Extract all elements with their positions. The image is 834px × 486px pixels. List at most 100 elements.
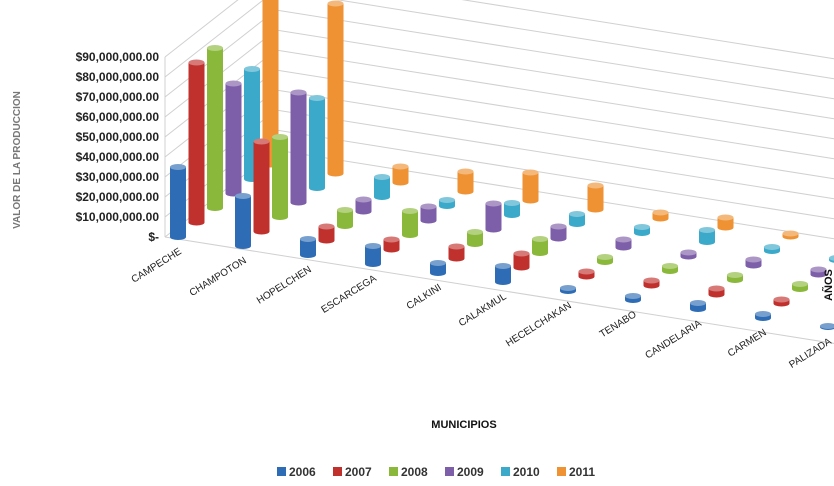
bar-top (485, 200, 502, 207)
bar (569, 211, 585, 227)
bar (727, 272, 743, 283)
bar-body (225, 83, 242, 197)
bar-top (383, 236, 400, 243)
bar-top (225, 80, 242, 87)
legend-entry: 2008 (401, 465, 428, 479)
bar-top (532, 236, 548, 242)
bar-top (253, 138, 270, 145)
bar-body (337, 210, 353, 229)
bar (745, 256, 762, 269)
bar-top (170, 164, 186, 170)
y-tick-label: $30,000,000.00 (76, 170, 160, 184)
bar-top (717, 214, 734, 221)
legend: 2006 2007 2008 2009 2010 2011 (277, 465, 595, 479)
bar (680, 249, 697, 260)
bar-body (699, 230, 715, 245)
x-tick-label: HECELCHAKAN (504, 300, 573, 349)
bar-top (792, 281, 808, 287)
bar (170, 164, 186, 240)
bar-top (439, 197, 455, 203)
x-axis-title: MUNICIPIOS (431, 419, 496, 431)
bar-top (829, 255, 834, 261)
x-tick-label: CHAMPOTON (188, 255, 249, 299)
bar-top (457, 168, 474, 175)
bar (810, 266, 827, 278)
bar (597, 254, 613, 265)
bar-top (755, 311, 771, 317)
x-tick-label: ESCARCEGA (320, 273, 379, 316)
legend-swatch (557, 467, 566, 476)
x-axis-categories: CAMPECHE CHAMPOTON HOPELCHEN ESCARCEGA CALKI… (130, 246, 834, 371)
bar-top (504, 200, 520, 206)
bar-body (207, 48, 223, 211)
bar-body (170, 167, 186, 240)
bar (504, 200, 520, 218)
legend-swatch (277, 467, 286, 476)
bar-top (652, 209, 669, 216)
bar-body (522, 172, 539, 204)
y-tick-label: $- (148, 230, 159, 244)
bar-body (495, 266, 511, 285)
bar-top (615, 236, 632, 243)
bar (550, 223, 567, 242)
bar-top (272, 134, 288, 140)
bar-top (309, 95, 325, 101)
bar-body (355, 199, 372, 215)
bar-body (504, 203, 520, 218)
y-tick-label: $60,000,000.00 (76, 110, 160, 124)
bar-body (587, 185, 604, 213)
bar-top (690, 300, 706, 306)
bar-top (782, 230, 799, 237)
bar-top (578, 268, 595, 275)
bar (755, 311, 771, 321)
bar-body (318, 226, 335, 244)
bar-body (513, 253, 530, 271)
legend-swatch (445, 467, 454, 476)
bar-body (309, 98, 325, 191)
bar-top (708, 285, 725, 292)
x-tick-label: CANDELARIA (644, 318, 704, 361)
bar-top (495, 263, 511, 269)
bar-top (745, 256, 762, 263)
bar (634, 224, 650, 236)
bar-top (625, 293, 641, 299)
bar-top (290, 89, 307, 96)
bar (782, 230, 799, 240)
bar-top (467, 229, 483, 235)
bar-top (680, 249, 697, 256)
bar (262, 0, 279, 168)
bar-top (597, 254, 613, 260)
bar (690, 300, 706, 312)
bar-top (420, 203, 437, 210)
bar (485, 200, 502, 233)
y-tick-label: $50,000,000.00 (76, 130, 160, 144)
bar-top (207, 45, 223, 51)
bar-body (457, 171, 474, 195)
bar (355, 196, 372, 215)
bar-body (430, 263, 446, 276)
bar-body (235, 196, 251, 249)
bar-body (365, 246, 381, 267)
bar-body (420, 206, 437, 224)
bar (829, 255, 834, 263)
bar (225, 80, 242, 197)
bar (235, 193, 251, 249)
bar-body (272, 137, 288, 220)
bar-body (188, 62, 205, 226)
bar (578, 268, 595, 280)
bar-top (634, 224, 650, 230)
bar-top (569, 211, 585, 217)
legend-entry: 2010 (513, 465, 540, 479)
bar-body (300, 239, 316, 258)
legend-entry: 2006 (289, 465, 316, 479)
bar (300, 236, 316, 258)
bar (717, 214, 734, 231)
bar (439, 197, 455, 209)
y-axis-ticks: $- $10,000,000.00 $20,000,000.00 $30,000,00… (76, 50, 160, 244)
bar (365, 243, 381, 267)
x-tick-label: CALKINI (405, 282, 444, 312)
bar-top (727, 272, 743, 278)
bar-body (290, 92, 307, 206)
legend-entry: 2009 (457, 465, 484, 479)
bar (764, 244, 780, 254)
